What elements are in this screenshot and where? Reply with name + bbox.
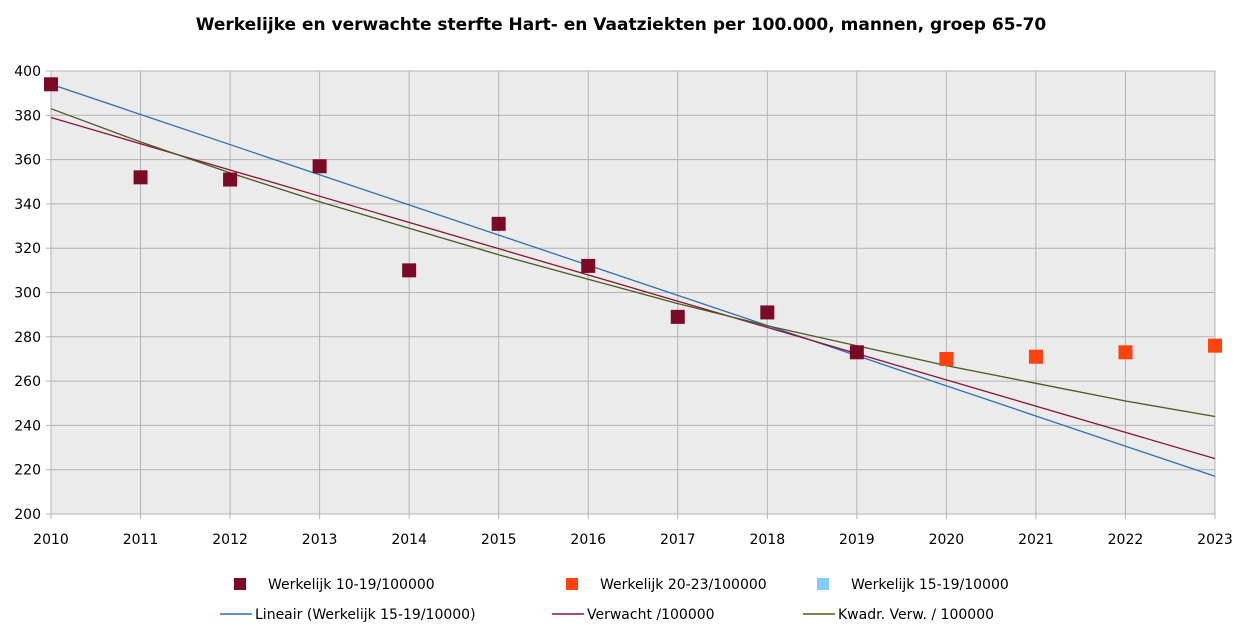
- legend-label: Werkelijk 10-19/100000: [268, 577, 435, 593]
- legend-label: Lineair (Werkelijk 15-19/10000): [255, 607, 476, 623]
- x-tick-label: 2012: [212, 532, 248, 548]
- plot-area: 200 220 240 260 280 300 320 340 360 380 400 2010 201…: [14, 64, 1233, 548]
- data-point-werkelijk-10-19-100000: [849, 345, 864, 360]
- data-point-werkelijk-10-19-100000: [223, 172, 238, 187]
- legend-item-werkelijk-20-23-100000: Werkelijk 20-23/100000: [566, 577, 767, 593]
- legend-item-werkelijk-15-19-10000: Werkelijk 15-19/10000: [817, 577, 1009, 593]
- x-tick-label: 2022: [1108, 532, 1144, 548]
- x-tick-label: 2014: [391, 532, 427, 548]
- legend-item-werkelijk-10-19-100000: Werkelijk 10-19/100000: [234, 577, 435, 593]
- series-line-verwacht-100000: [50, 116, 1216, 460]
- series-line-kwadr-verw-100000: [50, 108, 1216, 418]
- y-tick-label: 340: [14, 197, 41, 213]
- y-tick-label: 360: [14, 153, 41, 169]
- legend-label: Verwacht /100000: [587, 607, 715, 623]
- data-point-werkelijk-10-19-100000: [402, 263, 417, 278]
- data-point-werkelijk-10-19-100000: [312, 159, 327, 174]
- x-tick-label: 2017: [660, 532, 696, 548]
- legend-item-kwadr-verw-100000: Kwadr. Verw. / 100000: [803, 607, 994, 623]
- data-point-werkelijk-10-19-100000: [581, 258, 596, 273]
- data-point-werkelijk-10-19-100000: [44, 77, 58, 92]
- data-point-werkelijk-20-23-100000: [1208, 338, 1222, 353]
- legend-label: Werkelijk 15-19/10000: [851, 577, 1009, 593]
- y-tick-label: 280: [14, 330, 41, 346]
- series-line-lineair-werkelijk-15-19-10000: [50, 83, 1216, 477]
- legend-item-verwacht-100000: Verwacht /100000: [552, 607, 715, 623]
- x-tick-label: 2016: [570, 532, 606, 548]
- legend-swatch: [234, 578, 246, 590]
- legend-label: Kwadr. Verw. / 100000: [838, 607, 994, 623]
- data-point-werkelijk-10-19-100000: [760, 305, 775, 320]
- y-tick-label: 240: [14, 418, 41, 434]
- legend-item-lineair-werkelijk-15-19-10000: Lineair (Werkelijk 15-19/10000): [220, 607, 476, 623]
- data-point-werkelijk-10-19-100000: [491, 216, 506, 231]
- y-tick-label: 200: [14, 507, 41, 523]
- y-tick-label: 260: [14, 374, 41, 390]
- legend-swatch: [566, 578, 578, 590]
- x-tick-label: 2021: [1018, 532, 1054, 548]
- x-tick-label: 2010: [33, 532, 69, 548]
- y-tick-label: 320: [14, 241, 41, 257]
- legend: Werkelijk 10-19/100000 Werkelijk 20-23/10…: [220, 577, 1009, 623]
- legend-swatch: [817, 578, 829, 590]
- x-tick-label: 2013: [302, 532, 338, 548]
- data-point-werkelijk-20-23-100000: [1118, 345, 1133, 360]
- x-tick-label: 2015: [481, 532, 517, 548]
- x-tick-label: 2011: [123, 532, 159, 548]
- y-tick-label: 400: [14, 64, 41, 80]
- data-point-werkelijk-10-19-100000: [133, 170, 148, 185]
- x-tick-label: 2023: [1197, 532, 1233, 548]
- x-tick-label: 2020: [929, 532, 965, 548]
- data-point-werkelijk-20-23-100000: [939, 351, 954, 366]
- legend-label: Werkelijk 20-23/100000: [600, 577, 767, 593]
- y-tick-label: 220: [14, 463, 41, 479]
- x-tick-label: 2019: [839, 532, 875, 548]
- y-tick-label: 380: [14, 108, 41, 124]
- chart-title: Werkelijke en verwachte sterfte Hart- en…: [196, 15, 1047, 35]
- y-tick-label: 300: [14, 286, 41, 302]
- data-point-werkelijk-20-23-100000: [1028, 349, 1043, 364]
- x-tick-label: 2018: [749, 532, 785, 548]
- data-point-werkelijk-10-19-100000: [670, 309, 685, 324]
